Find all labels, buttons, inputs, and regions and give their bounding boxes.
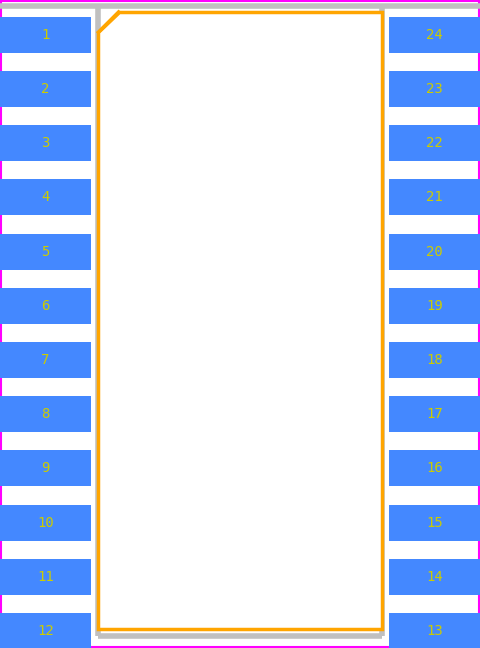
Text: 21: 21 bbox=[426, 191, 443, 204]
Text: 20: 20 bbox=[426, 244, 443, 259]
Text: 23: 23 bbox=[426, 82, 443, 96]
Bar bbox=[389, 179, 480, 215]
Text: 7: 7 bbox=[41, 353, 50, 367]
Text: 12: 12 bbox=[37, 624, 54, 638]
Bar bbox=[0, 342, 91, 378]
Bar bbox=[0, 233, 91, 270]
Bar bbox=[0, 505, 91, 540]
Text: 3: 3 bbox=[41, 136, 50, 150]
Bar bbox=[389, 613, 480, 648]
Bar bbox=[0, 396, 91, 432]
Text: 22: 22 bbox=[426, 136, 443, 150]
Text: 13: 13 bbox=[426, 624, 443, 638]
Text: 14: 14 bbox=[426, 570, 443, 584]
Bar bbox=[0, 17, 91, 52]
Text: 17: 17 bbox=[426, 407, 443, 421]
Bar bbox=[389, 71, 480, 107]
Bar bbox=[389, 559, 480, 595]
Bar bbox=[389, 233, 480, 270]
Text: 8: 8 bbox=[41, 407, 50, 421]
Text: 24: 24 bbox=[426, 28, 443, 41]
Text: 9: 9 bbox=[41, 461, 50, 476]
Text: 5: 5 bbox=[41, 244, 50, 259]
Text: 16: 16 bbox=[426, 461, 443, 476]
Bar bbox=[389, 396, 480, 432]
Bar bbox=[389, 450, 480, 487]
Text: 11: 11 bbox=[37, 570, 54, 584]
Bar bbox=[389, 342, 480, 378]
Text: 4: 4 bbox=[41, 191, 50, 204]
Bar bbox=[0, 613, 91, 648]
Text: 2: 2 bbox=[41, 82, 50, 96]
Text: 6: 6 bbox=[41, 299, 50, 313]
Text: 18: 18 bbox=[426, 353, 443, 367]
Bar bbox=[389, 288, 480, 324]
Bar bbox=[0, 288, 91, 324]
Polygon shape bbox=[98, 12, 382, 629]
Text: 1: 1 bbox=[41, 28, 50, 41]
Bar bbox=[389, 125, 480, 161]
Text: 19: 19 bbox=[426, 299, 443, 313]
Bar bbox=[0, 125, 91, 161]
Bar bbox=[0, 179, 91, 215]
Bar bbox=[0, 559, 91, 595]
Bar bbox=[0, 71, 91, 107]
Text: 10: 10 bbox=[37, 516, 54, 529]
Bar bbox=[389, 17, 480, 52]
Bar bbox=[0, 450, 91, 487]
Text: 15: 15 bbox=[426, 516, 443, 529]
Bar bbox=[389, 505, 480, 540]
